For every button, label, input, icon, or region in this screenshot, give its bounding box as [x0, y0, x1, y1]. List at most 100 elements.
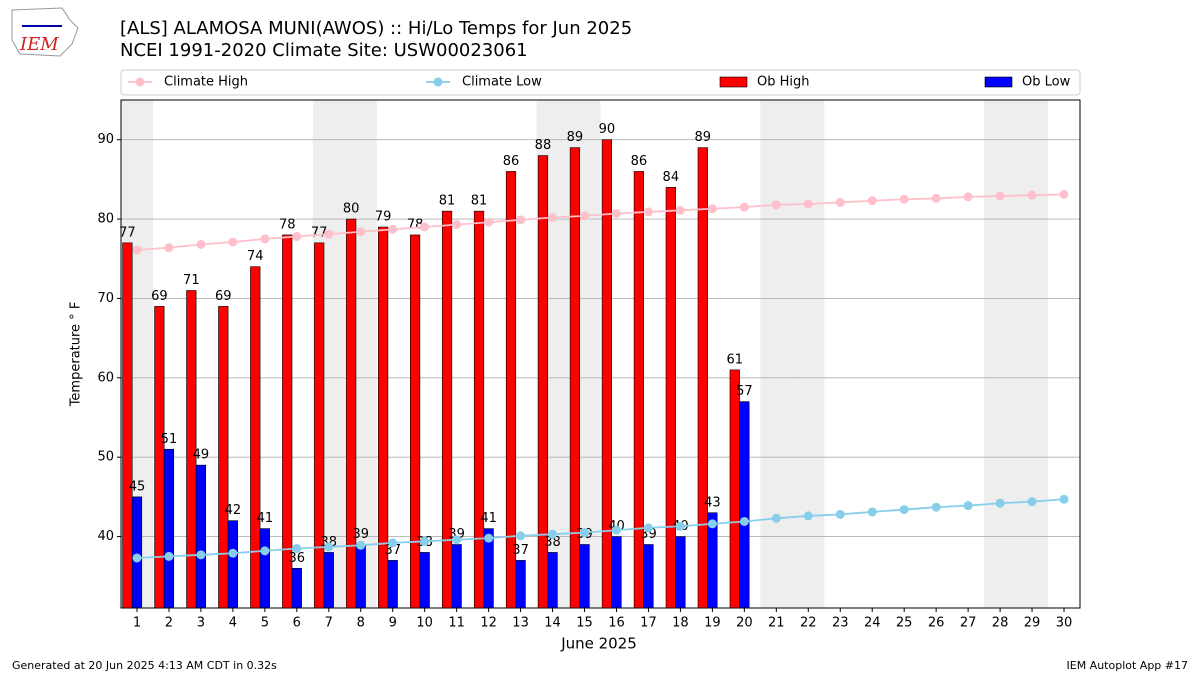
x-tick-label: 1 [133, 616, 141, 631]
y-tick-label: 60 [97, 370, 114, 385]
x-tick-label: 14 [544, 616, 561, 631]
bar [739, 401, 750, 609]
y-tick-label: 80 [97, 212, 114, 227]
line-point [452, 220, 462, 230]
line-point [803, 511, 813, 521]
bar-value-label: 37 [512, 543, 529, 558]
line-point [420, 536, 430, 546]
bar [122, 242, 133, 609]
line-point [324, 229, 334, 239]
line-point [867, 196, 877, 206]
x-tick-label: 13 [512, 616, 529, 631]
bar-value-label: 86 [503, 154, 520, 169]
bar-value-label: 37 [384, 543, 401, 558]
line-point [260, 234, 270, 244]
line-point [516, 531, 526, 541]
line-point [963, 192, 973, 202]
bar-value-label: 51 [161, 432, 178, 447]
x-tick-label: 23 [832, 616, 849, 631]
bar [515, 560, 526, 609]
line-point [164, 243, 174, 253]
bar [451, 544, 462, 609]
bar-value-label: 86 [631, 154, 648, 169]
chart-subtitle: NCEI 1991-2020 Climate Site: USW00023061 [120, 40, 528, 61]
line-point [1027, 497, 1037, 507]
bar [154, 306, 165, 609]
legend-marker [135, 77, 145, 87]
bar-value-label: 74 [247, 249, 264, 264]
x-tick-label: 16 [608, 616, 625, 631]
line-point [899, 505, 909, 515]
bar-value-label: 49 [193, 448, 210, 463]
line-point [580, 211, 590, 221]
line-point [228, 548, 238, 558]
line-point [260, 546, 270, 556]
bar [643, 544, 654, 609]
weekend-band [760, 100, 793, 608]
bar [314, 242, 325, 609]
bar-value-label: 81 [471, 194, 488, 209]
line-point [356, 540, 366, 550]
bar-value-label: 41 [480, 511, 497, 526]
line-point [675, 521, 685, 531]
line-point [835, 509, 845, 519]
line-point [771, 200, 781, 210]
bar-value-label: 69 [151, 289, 168, 304]
line-point [643, 523, 653, 533]
line-point [1059, 189, 1069, 199]
logo: IEM [11, 7, 79, 57]
y-axis-label: Temperature ° F [69, 302, 84, 408]
bar [409, 234, 421, 609]
bar [579, 544, 590, 609]
plot-frame [120, 99, 1081, 609]
y-tick-label: 90 [97, 132, 114, 147]
chart-title: [ALS] ALAMOSA MUNI(AWOS) :: Hi/Lo Temps … [120, 18, 632, 39]
line-point [388, 538, 398, 548]
bar [633, 171, 644, 609]
x-tick-label: 11 [448, 616, 465, 631]
x-axis-label: June 2025 [560, 635, 637, 653]
bar-value-label: 80 [343, 202, 360, 217]
bar [547, 552, 558, 609]
line-point [1059, 494, 1069, 504]
line-point [931, 193, 941, 203]
bar [227, 520, 238, 609]
x-tick-label: 9 [389, 616, 397, 631]
bar-value-label: 90 [599, 122, 616, 137]
line-point [292, 232, 302, 242]
line-point [548, 212, 558, 222]
footer-left: Generated at 20 Jun 2025 4:13 AM CDT in … [12, 659, 277, 672]
line-point [867, 507, 877, 517]
line-point [196, 239, 206, 249]
legend-swatch [984, 76, 1013, 88]
bar-value-label: 43 [704, 495, 721, 510]
x-tick-label: 10 [416, 616, 433, 631]
line-point [196, 550, 206, 560]
bar-value-label: 41 [257, 511, 274, 526]
line-point [132, 245, 142, 255]
bar [675, 536, 686, 609]
bar-value-label: 88 [535, 138, 552, 153]
bar-value-label: 79 [375, 210, 392, 225]
x-tick-label: 7 [325, 616, 333, 631]
x-tick-label: 12 [480, 616, 497, 631]
bar-value-label: 42 [225, 503, 242, 518]
line-point [324, 542, 334, 552]
x-tick-label: 26 [928, 616, 945, 631]
line-point [707, 204, 717, 214]
line-point [739, 202, 749, 212]
x-tick-label: 24 [864, 616, 881, 631]
line-point [388, 224, 398, 234]
legend-swatch [719, 76, 748, 88]
legend-box [120, 69, 1081, 96]
line-point [132, 553, 142, 563]
x-tick-label: 2 [165, 616, 173, 631]
line-point [484, 217, 494, 227]
line-point [995, 498, 1005, 508]
bar-value-label: 84 [663, 170, 680, 185]
weekend-band [1016, 100, 1049, 608]
x-tick-label: 15 [576, 616, 593, 631]
x-tick-label: 3 [197, 616, 205, 631]
line-point [420, 222, 430, 232]
